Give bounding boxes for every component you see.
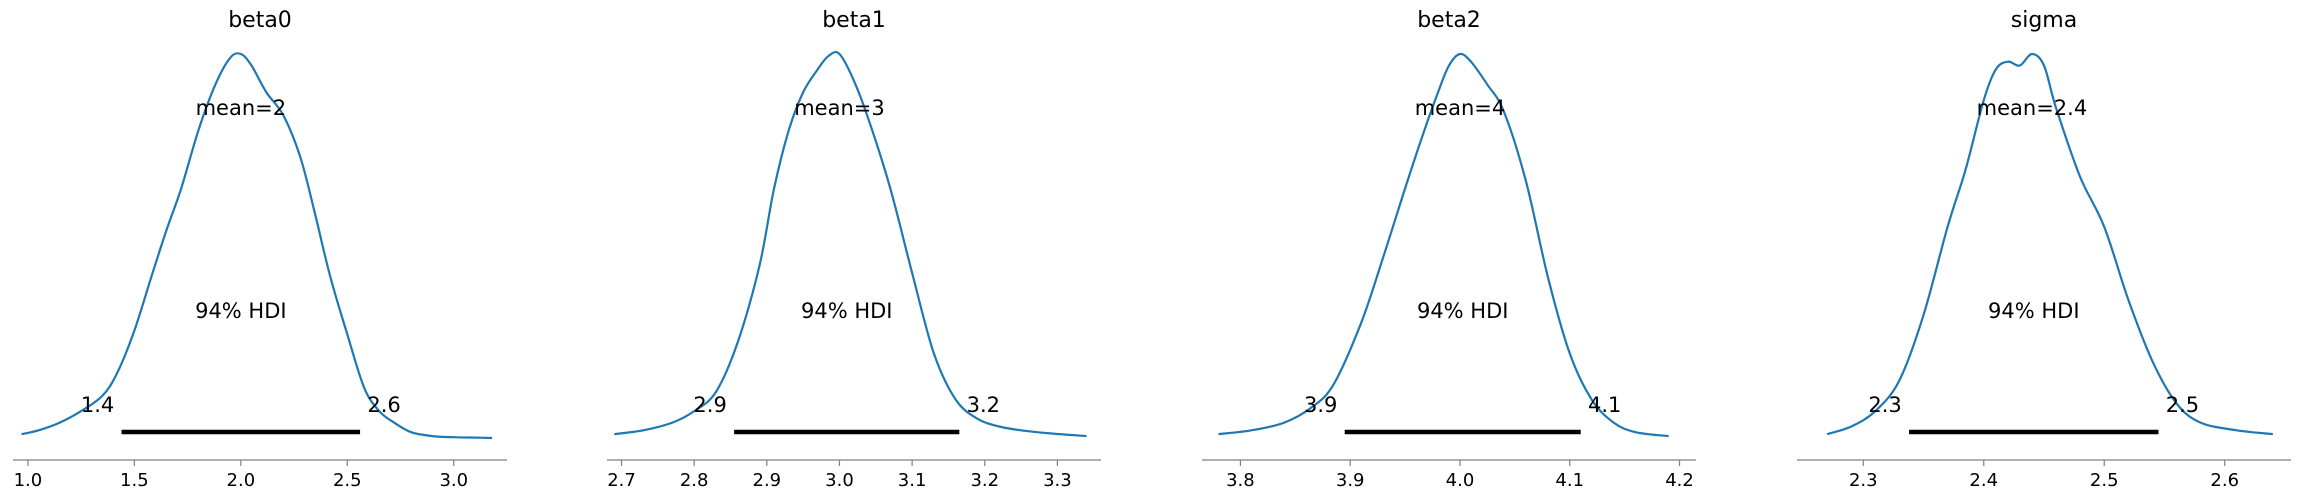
x-tick-label: 3.9 xyxy=(1336,470,1365,491)
panel-title: beta0 xyxy=(228,8,292,33)
density-line xyxy=(1218,52,1669,438)
hdi-lower-label: 3.9 xyxy=(1304,393,1337,417)
hdi-upper-label: 4.1 xyxy=(1588,393,1621,417)
hdi-lower-label: 1.4 xyxy=(81,393,114,417)
density-line xyxy=(614,50,1087,438)
hdi-label: 94% HDI xyxy=(1417,299,1509,323)
panel-title: beta1 xyxy=(822,8,886,33)
x-tick-label: 2.7 xyxy=(607,470,636,491)
mean-label: mean=2.4 xyxy=(1977,96,2088,120)
panel-title: sigma xyxy=(2011,8,2077,33)
x-tick-label: 3.3 xyxy=(1043,470,1072,491)
panel-sigma: sigma mean=2.4 94% HDI 2.3 2.5 2.3 2.4 2.5 2.6 xyxy=(1797,8,2291,491)
hdi-upper-label: 2.5 xyxy=(2166,393,2199,417)
x-tick-label: 4.0 xyxy=(1446,470,1475,491)
panel-beta0: beta0 mean=2 94% HDI 1.4 2.6 1.0 1.5 2.0 2.5 3.0 xyxy=(13,8,507,491)
x-tick-label: 3.0 xyxy=(825,470,854,491)
x-tick-label: 2.9 xyxy=(753,470,782,491)
x-tick-label: 2.0 xyxy=(227,470,256,491)
x-tick-label: 2.4 xyxy=(1969,470,1998,491)
x-tick-label: 4.1 xyxy=(1555,470,1584,491)
mean-label: mean=2 xyxy=(196,96,287,120)
x-tick-label: 2.8 xyxy=(680,470,709,491)
density-line xyxy=(1826,52,2274,436)
x-tick-label: 3.1 xyxy=(898,470,927,491)
mean-label: mean=3 xyxy=(794,96,885,120)
panel-title: beta2 xyxy=(1417,8,1481,33)
hdi-label: 94% HDI xyxy=(1988,299,2080,323)
x-tick-label: 3.2 xyxy=(970,470,999,491)
panel-beta2: beta2 mean=4 94% HDI 3.9 4.1 3.8 3.9 4.0 4.1 4.2 xyxy=(1202,8,1696,491)
panel-beta1: beta1 mean=3 94% HDI 2.9 3.2 2.7 2.8 2.9 3.0 3.1 3… xyxy=(607,8,1101,491)
density-line xyxy=(21,52,493,440)
mean-label: mean=4 xyxy=(1415,96,1506,120)
hdi-upper-label: 3.2 xyxy=(967,393,1000,417)
x-tick-label: 2.5 xyxy=(333,470,362,491)
hdi-lower-label: 2.9 xyxy=(693,393,726,417)
x-tick-label: 1.5 xyxy=(120,470,149,491)
x-tick-label: 4.2 xyxy=(1665,470,1694,491)
hdi-label: 94% HDI xyxy=(801,299,893,323)
x-tick-label: 2.3 xyxy=(1849,470,1878,491)
x-tick-label: 1.0 xyxy=(14,470,43,491)
hdi-lower-label: 2.3 xyxy=(1868,393,1901,417)
x-tick-label: 3.8 xyxy=(1226,470,1255,491)
x-tick-label: 3.0 xyxy=(439,470,468,491)
x-tick-label: 2.5 xyxy=(2090,470,2119,491)
hdi-upper-label: 2.6 xyxy=(367,393,400,417)
x-tick-label: 2.6 xyxy=(2210,470,2239,491)
hdi-label: 94% HDI xyxy=(195,299,287,323)
